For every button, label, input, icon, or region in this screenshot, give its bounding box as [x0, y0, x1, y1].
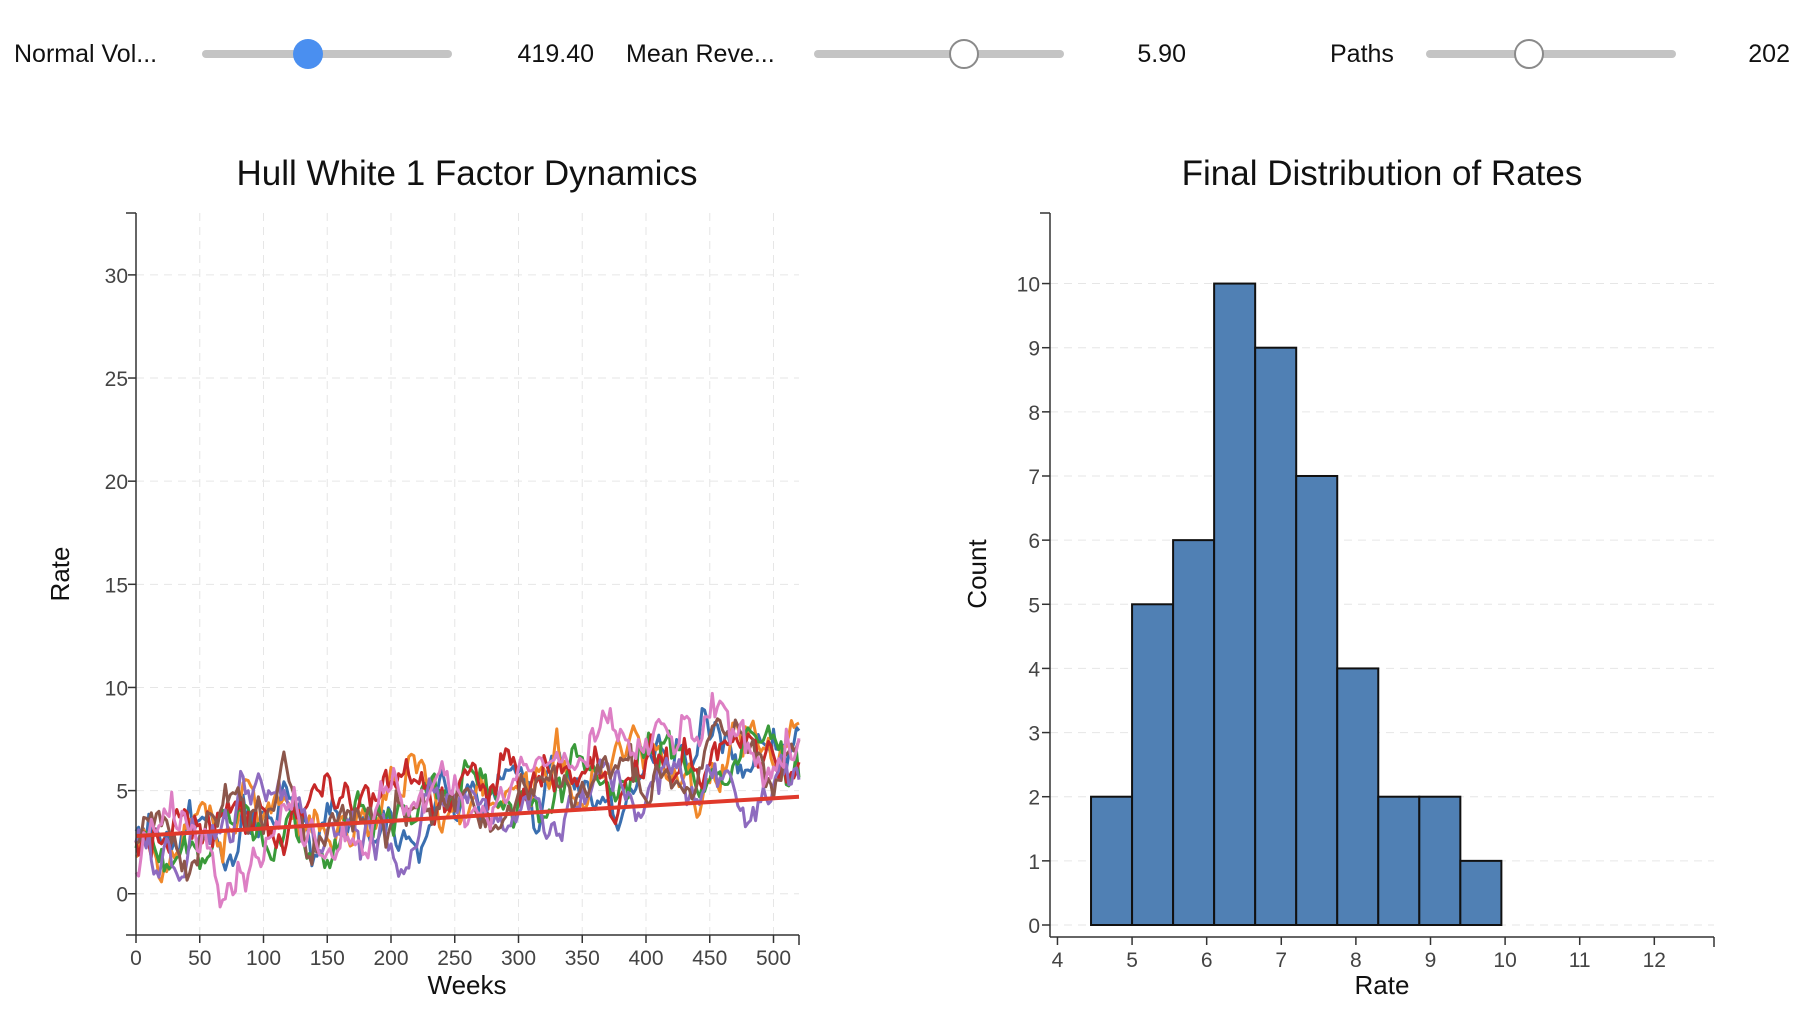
histogram-bar: [1090, 795, 1134, 927]
x-tick-label: 9: [1425, 949, 1437, 972]
histogram-bar: [1172, 539, 1216, 926]
y-tick-label: 4: [1028, 658, 1040, 681]
line-chart-title: Hull White 1 Factor Dynamics: [237, 154, 698, 193]
y-tick-label: 6: [1028, 530, 1040, 553]
normal-vol-slider-track[interactable]: [202, 50, 452, 58]
y-tick-label: 5: [1028, 594, 1040, 617]
y-tick-label: 7: [1028, 466, 1040, 489]
paths-value: 202: [1748, 40, 1790, 68]
line-chart-paths: [134, 691, 801, 909]
mean-reversion-slider-track[interactable]: [814, 50, 1064, 58]
x-tick-label: 50: [188, 947, 211, 970]
x-tick-label: 250: [437, 947, 472, 970]
y-tick-label: 3: [1028, 723, 1040, 746]
y-tick-label: 9: [1028, 338, 1040, 361]
y-tick-label: 1: [1028, 851, 1040, 874]
y-tick-label: 0: [116, 884, 128, 907]
mean-reversion-value: 5.90: [1137, 40, 1186, 68]
rate-path-line: [134, 691, 801, 909]
histogram-title: Final Distribution of Rates: [1182, 154, 1583, 193]
x-tick-label: 11: [1569, 949, 1591, 972]
x-tick-label: 400: [628, 947, 663, 970]
mean-rate-line: [135, 794, 800, 838]
histogram-bar: [1131, 603, 1175, 927]
line-chart-y-axis-title: Rate: [45, 547, 75, 602]
x-tick-label: 100: [246, 947, 281, 970]
x-tick-label: 150: [310, 947, 345, 970]
normal-vol-value: 419.40: [517, 40, 594, 68]
histogram-bar: [1377, 795, 1421, 927]
y-tick-label: 2: [1028, 787, 1040, 810]
histogram-bar: [1213, 282, 1257, 927]
line-chart-axes: 0 50 100 150 200 250 300 350 400 450 500 0 5 10 15 20 25…: [105, 212, 800, 970]
x-tick-label: 350: [565, 947, 600, 970]
paths-label: Paths: [1330, 40, 1394, 68]
mean-reversion-control: Mean Reve... 5.90: [626, 30, 1186, 78]
controls-bar: Normal Vol... 419.40 Mean Reve... 5.90 P…: [0, 0, 1814, 110]
histogram-y-axis-title: Count: [962, 539, 992, 609]
mean-reversion-slider-thumb[interactable]: [949, 39, 979, 69]
y-tick-label: 8: [1028, 402, 1040, 425]
mean-reversion-label: Mean Reve...: [626, 40, 775, 68]
x-tick-label: 450: [692, 947, 727, 970]
rate-path-line: [134, 724, 801, 873]
x-tick-label: 5: [1126, 949, 1138, 972]
y-tick-label: 20: [105, 471, 128, 494]
paths-control: Paths 202: [1330, 30, 1790, 78]
x-tick-label: 4: [1052, 949, 1064, 972]
histogram-bar: [1336, 667, 1380, 926]
normal-vol-slider-thumb[interactable]: [293, 39, 324, 69]
hull-white-line-chart: 0 50 100 150 200 250 300 350 400 450 500 0 5 10 15 20 25…: [45, 154, 801, 1000]
histogram-bar: [1295, 474, 1339, 926]
x-tick-label: 10: [1493, 949, 1516, 972]
x-tick-label: 8: [1350, 949, 1362, 972]
histogram-gridlines: [1050, 283, 1714, 926]
y-tick-label: 30: [105, 265, 128, 288]
histogram-x-axis-title: Rate: [1355, 970, 1410, 1000]
y-tick-label: 5: [116, 781, 128, 804]
histogram-bar: [1254, 346, 1298, 926]
x-tick-label: 0: [130, 947, 142, 970]
histogram-bar: [1418, 795, 1462, 927]
y-tick-label: 25: [105, 368, 128, 391]
y-tick-label: 10: [1017, 274, 1040, 297]
x-tick-label: 200: [373, 947, 408, 970]
line-chart-x-axis-title: Weeks: [428, 970, 507, 1000]
histogram-bars: [1090, 282, 1503, 927]
paths-slider-track[interactable]: [1426, 50, 1676, 58]
x-tick-label: 500: [756, 947, 791, 970]
y-tick-label: 10: [105, 677, 128, 700]
x-tick-label: 6: [1201, 949, 1213, 972]
x-tick-label: 300: [501, 947, 536, 970]
x-tick-label: 7: [1275, 949, 1287, 972]
y-tick-label: 0: [1028, 915, 1040, 938]
rate-path-line: [134, 753, 801, 882]
y-tick-label: 15: [105, 574, 128, 597]
normal-vol-label: Normal Vol...: [14, 40, 158, 68]
paths-slider-thumb[interactable]: [1513, 39, 1544, 69]
histogram-bar: [1459, 859, 1503, 926]
normal-vol-control: Normal Vol... 419.40: [14, 30, 594, 78]
x-tick-label: 12: [1643, 949, 1666, 972]
